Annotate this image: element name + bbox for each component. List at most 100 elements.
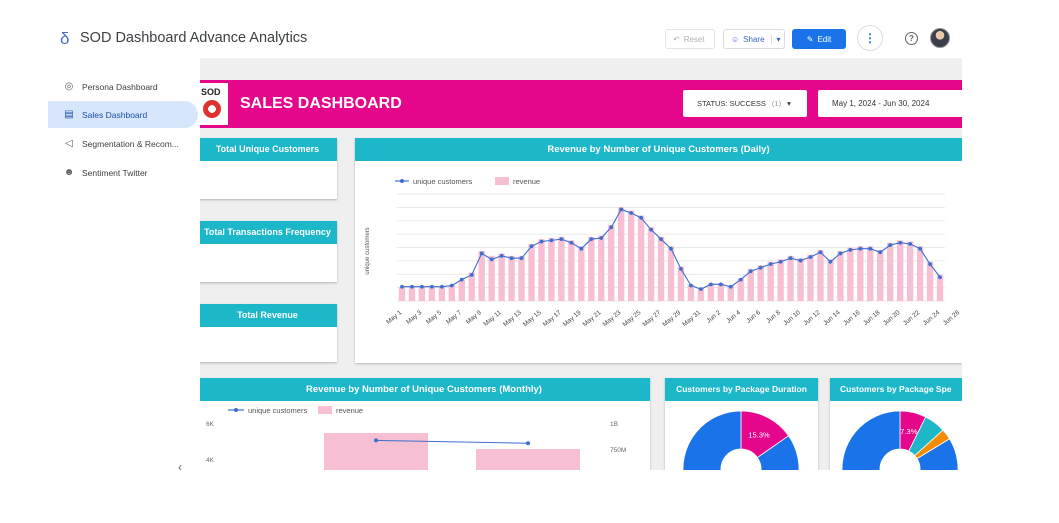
sidebar-item-label: Persona Dashboard [82, 81, 158, 92]
unique-customers-point [768, 262, 773, 267]
x-tick-label: Jun 2 [705, 309, 722, 325]
x-tick-label: Jun 6 [745, 309, 762, 325]
daily-revenue-chart-card[interactable]: Revenue by Number of Unique Customers (D… [355, 138, 962, 363]
legend-point-marker [234, 408, 238, 412]
package-duration-donut: 15.3% [682, 410, 800, 470]
page-navigation-sidebar: ◎ Persona Dashboard ▤ Sales Dashboard ◁ … [48, 70, 200, 480]
unique-customers-point [698, 287, 703, 292]
revenue-bar [637, 215, 645, 301]
x-tick-label: Jun 18 [862, 309, 882, 327]
edit-button[interactable]: ✎ Edit [792, 29, 846, 49]
unique-customers-point [659, 237, 663, 242]
x-tick-label: May 19 [562, 309, 583, 328]
revenue-bar [448, 285, 455, 301]
unique-customers-point [599, 236, 604, 240]
x-tick-label: May 17 [542, 309, 563, 328]
analytics-logo-icon[interactable]: δ [60, 29, 70, 48]
revenue-bar [518, 255, 525, 301]
chevron-down-icon: ▾ [787, 99, 791, 108]
help-icon[interactable]: ? [905, 32, 918, 45]
revenue-bar [428, 286, 436, 301]
reset-button[interactable]: ↶ Reset [665, 29, 715, 49]
unique-customers-point [519, 256, 524, 261]
unique-customers-point [489, 257, 494, 262]
unique-customers-point [788, 256, 793, 261]
kpi-card-total-revenue[interactable]: Total Revenue [200, 304, 337, 362]
y-axis-label: unique customers [365, 227, 371, 274]
revenue-bar [757, 265, 764, 301]
unique-customers-point [559, 237, 564, 242]
unique-customers-point [629, 211, 634, 215]
sidebar-item-segmentation[interactable]: ◁ Segmentation & Recom... [48, 130, 198, 157]
revenue-bar [588, 236, 595, 301]
kpi-card-transactions-frequency[interactable]: Total Transactions Frequency [200, 221, 337, 282]
unique-customers-point [526, 441, 530, 446]
revenue-bar [847, 247, 854, 301]
revenue-bar [896, 240, 904, 301]
revenue-bar [608, 224, 615, 301]
package-spec-chart-card[interactable]: Customers by Package Spe 7.3% [830, 378, 962, 470]
y-left-tick-label: 6K [206, 421, 215, 428]
revenue-bar [677, 266, 685, 301]
unique-customers-point [868, 246, 873, 251]
revenue-bar [906, 241, 914, 301]
revenue-bar [667, 246, 675, 301]
date-range-picker[interactable]: May 1, 2024 - Jun 30, 2024 [818, 90, 962, 117]
unique-customers-point [828, 259, 833, 264]
sidebar-item-label: Sales Dashboard [82, 109, 148, 120]
revenue-bar [398, 286, 406, 301]
sidebar-item-persona-dashboard[interactable]: ◎ Persona Dashboard [48, 73, 198, 100]
y-right-tick-label: 1B [610, 421, 618, 428]
x-tick-label: May 9 [465, 309, 483, 326]
megaphone-icon: ◁ [65, 138, 73, 149]
x-tick-label: Jun 10 [782, 309, 802, 327]
revenue-bar [777, 259, 784, 301]
unique-customers-point [938, 275, 942, 280]
x-tick-label: May 29 [661, 309, 682, 328]
sidebar-item-sentiment-twitter[interactable]: ☻ Sentiment Twitter [48, 159, 198, 186]
revenue-bar [767, 261, 774, 301]
more-options-button[interactable]: ⋮ [857, 25, 883, 51]
chart-title: Revenue by Number of Unique Customers (M… [200, 378, 650, 401]
unique-customers-point [639, 215, 644, 220]
dashboard-title: SALES DASHBOARD [240, 95, 402, 112]
x-tick-label: Jun 22 [902, 309, 922, 327]
revenue-bar [877, 249, 884, 301]
sidebar-item-sales-dashboard[interactable]: ▤ Sales Dashboard [48, 101, 198, 128]
kpi-card-unique-customers[interactable]: Total Unique Customers [200, 138, 337, 199]
avatar[interactable] [930, 28, 950, 48]
monthly-revenue-chart-card[interactable]: Revenue by Number of Unique Customers (M… [200, 378, 650, 470]
revenue-bar [528, 243, 535, 301]
x-tick-label: May 27 [641, 309, 662, 328]
daily-revenue-chart: unique customers revenue unique customers M… [365, 177, 962, 328]
x-tick-label: May 25 [622, 309, 643, 328]
chevron-down-icon[interactable]: ▾ [770, 34, 781, 44]
brand-logo: SOD [200, 83, 228, 125]
revenue-bar [438, 286, 446, 301]
x-tick-label: Jun 12 [802, 309, 822, 327]
unique-customers-point [499, 253, 504, 258]
status-filter-dropdown[interactable]: STATUS: SUCCESS (1) ▾ [683, 90, 807, 117]
status-filter-value: (1) [771, 99, 782, 108]
report-canvas: SOD SALES DASHBOARD STATUS: SUCCESS (1) … [200, 58, 962, 470]
package-duration-chart-card[interactable]: Customers by Package Duration 15.3% [665, 378, 818, 470]
donut-slice [841, 410, 959, 470]
unique-customers-point [928, 262, 932, 267]
legend-label: revenue [336, 406, 363, 415]
pencil-icon: ✎ [806, 34, 814, 44]
revenue-bar [827, 259, 834, 301]
revenue-bar [916, 246, 924, 301]
x-tick-label: May 23 [602, 309, 623, 328]
report-title[interactable]: SOD Dashboard Advance Analytics [80, 30, 308, 46]
revenue-bar [647, 227, 655, 301]
revenue-bar [787, 255, 794, 301]
share-button[interactable]: ☺ Share ▾ [723, 29, 785, 49]
unique-customers-point [619, 207, 624, 212]
unique-customers-point [838, 251, 843, 256]
unique-customers-point [579, 246, 584, 251]
unique-customers-point [858, 246, 863, 251]
revenue-bar [807, 254, 814, 301]
unique-customers-point [908, 242, 913, 246]
collapse-sidebar-icon[interactable]: ‹ [178, 460, 182, 474]
unique-customers-point [469, 272, 474, 277]
